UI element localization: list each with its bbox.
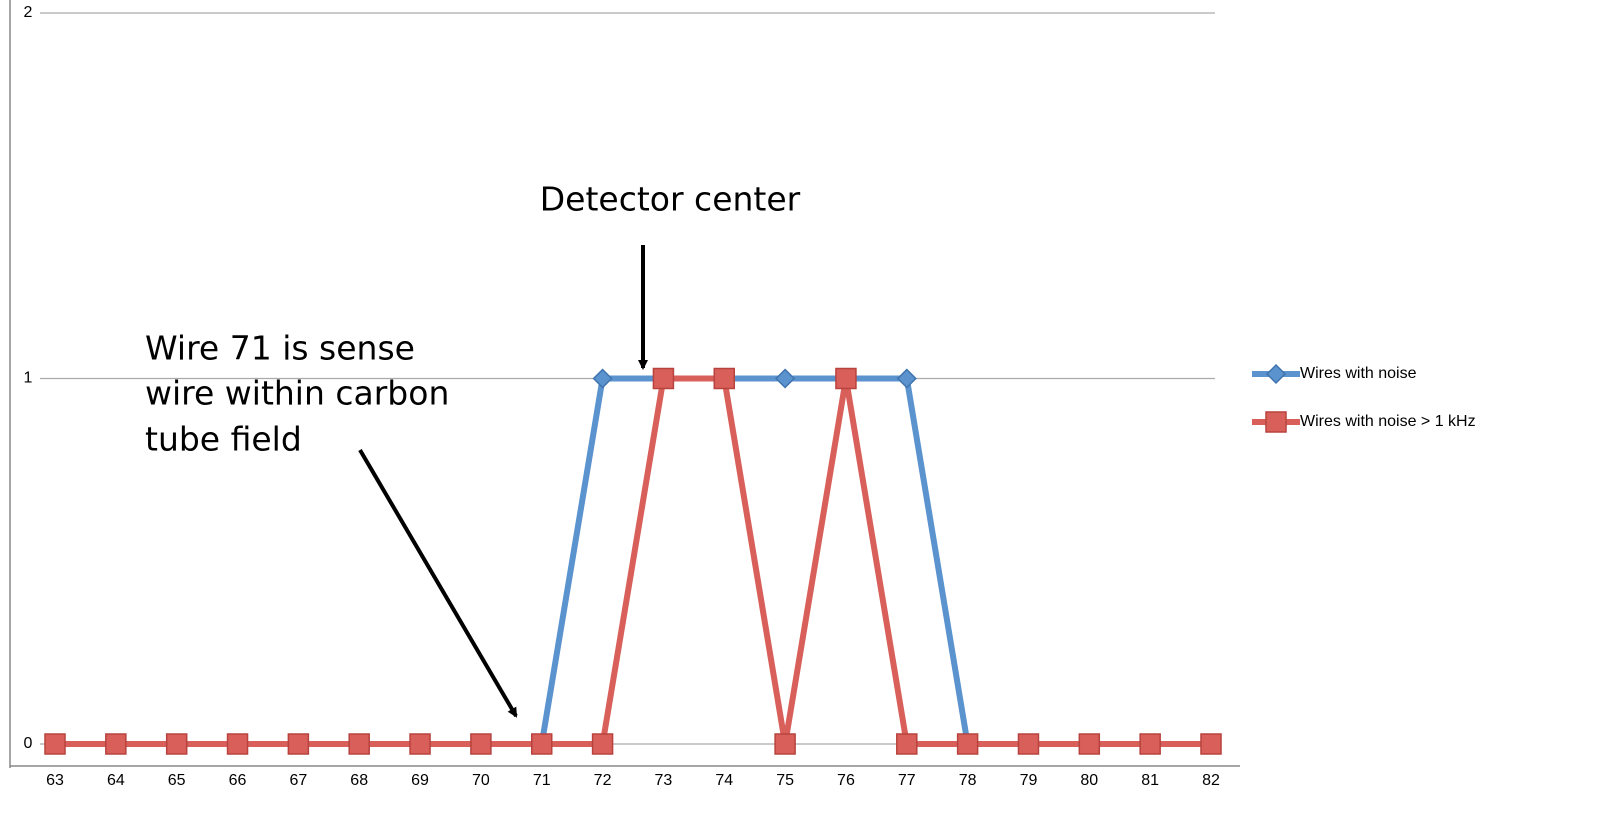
marker [591, 733, 614, 755]
marker [287, 733, 310, 755]
arrow [358, 448, 518, 718]
marker [652, 367, 675, 390]
marker [775, 368, 796, 389]
marker [1200, 733, 1222, 755]
series [44, 367, 1222, 755]
annotation: tube field [145, 420, 302, 459]
marker [896, 733, 918, 755]
marker [44, 733, 66, 755]
x-tick-label: 79 [1020, 772, 1038, 789]
x-tick-label: 77 [898, 772, 916, 789]
marker [956, 733, 979, 755]
legend-label: Wires with noise > 1 kHz [1300, 413, 1476, 430]
legend-label: Wires with noise [1300, 365, 1417, 382]
x-tick-label: 66 [229, 772, 247, 789]
x-tick-label: 72 [594, 772, 612, 789]
x-tick-label: 80 [1080, 772, 1098, 789]
x-tick-label: 78 [959, 772, 977, 789]
marker [105, 733, 127, 755]
annotation: Wire 71 is sense [145, 329, 415, 368]
x-tick-label: 81 [1141, 772, 1159, 789]
annotation: wire within carbon [145, 374, 449, 413]
marker [774, 733, 796, 755]
x-tick-label: 74 [715, 772, 733, 789]
marker [1139, 733, 1161, 755]
x-tick-label: 75 [776, 772, 794, 789]
marker [835, 367, 857, 390]
x-tick-label: 67 [289, 772, 307, 789]
annotation: Detector center [540, 180, 801, 219]
y-tick-label: 1 [24, 370, 33, 387]
marker [592, 368, 613, 389]
marker [409, 733, 431, 755]
marker [530, 733, 553, 755]
legend-marker [1265, 411, 1287, 433]
marker [165, 733, 188, 755]
marker [713, 367, 736, 390]
x-tick-label: 64 [107, 772, 125, 789]
x-tick-label: 68 [350, 772, 368, 789]
x-tick-label: 69 [411, 772, 429, 789]
x-tick-label: 63 [46, 772, 64, 789]
marker [226, 733, 249, 755]
y-tick-label: 0 [24, 735, 33, 752]
x-tick-label: 82 [1202, 772, 1220, 789]
marker [1017, 733, 1040, 755]
x-tick-label: 70 [472, 772, 490, 789]
y-tick-label: 2 [24, 4, 33, 21]
marker [896, 368, 917, 389]
x-tick-label: 76 [837, 772, 855, 789]
legend-marker [1265, 363, 1287, 385]
x-tick-label: 71 [533, 772, 551, 789]
marker [470, 733, 492, 755]
marker [348, 733, 370, 755]
x-tick-label: 65 [168, 772, 186, 789]
x-tick-label: 73 [655, 772, 673, 789]
marker [1078, 733, 1101, 755]
